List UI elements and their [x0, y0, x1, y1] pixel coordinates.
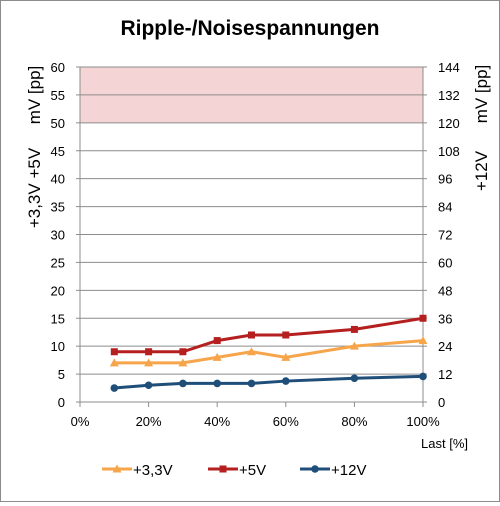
- y-right-tick-label: 132: [438, 88, 460, 103]
- series-33v: [109, 336, 428, 367]
- data-point-5v: [179, 348, 187, 356]
- y-left-tick-label: 55: [51, 88, 65, 103]
- y-right-tick-label: 0: [438, 395, 445, 410]
- data-point-33v: [109, 358, 119, 367]
- data-point-5v: [145, 348, 153, 356]
- data-point-5v: [419, 314, 427, 322]
- data-point-12v: [213, 379, 221, 388]
- legend-item-5v: +5V: [208, 462, 266, 479]
- y-left-tick-label: 20: [51, 283, 65, 298]
- x-tick-label: 40%: [204, 414, 230, 429]
- y-right-axis-title: +12V: [472, 150, 491, 191]
- y-right-tick-label: 84: [438, 200, 452, 215]
- data-point-5v: [350, 325, 358, 333]
- y-left-tick-label: 25: [51, 255, 65, 270]
- series-line-12v: [114, 374, 424, 390]
- series-5v: [110, 314, 427, 356]
- y-left-tick-label: 0: [58, 395, 65, 410]
- y-left-tick-label: 15: [51, 311, 65, 326]
- y-left-axis-title: +3,3V +5V: [25, 147, 44, 228]
- x-tick-label: 20%: [136, 414, 162, 429]
- y-left-tick-label: 50: [51, 116, 65, 131]
- data-point-5v: [110, 348, 118, 356]
- x-axis-title: Last [%]: [421, 436, 468, 451]
- y-right-tick-label: 60: [438, 255, 452, 270]
- legend-label: +12V: [331, 462, 366, 479]
- data-point-12v: [247, 379, 256, 388]
- y-left-tick-label: 30: [51, 228, 65, 243]
- legend-label: +5V: [239, 462, 266, 479]
- y-right-tick-label: 12: [438, 367, 452, 382]
- legend-swatch-marker: [311, 465, 319, 473]
- x-tick-label: 0%: [71, 414, 90, 429]
- y-right-tick-label: 120: [438, 116, 460, 131]
- data-point-12v: [419, 372, 427, 381]
- series-12v: [110, 372, 427, 392]
- data-point-12v: [179, 379, 187, 388]
- data-point-33v: [178, 358, 188, 367]
- data-point-12v: [350, 374, 359, 383]
- data-point-5v: [248, 331, 255, 339]
- legend-label: +3,3V: [133, 462, 173, 479]
- data-point-33v: [349, 341, 359, 350]
- y-right-tick-label: 96: [438, 172, 452, 187]
- legend-item-33v: +3,3V: [102, 462, 173, 479]
- data-point-12v: [110, 384, 119, 392]
- data-point-12v: [282, 377, 290, 385]
- legend: +3,3V +5V +12V: [102, 462, 366, 479]
- y-left-tick-label: 5: [58, 367, 65, 382]
- data-point-33v: [247, 347, 256, 356]
- data-point-33v: [212, 352, 222, 361]
- y-left-tick-label: 40: [51, 172, 65, 187]
- y-left-tick-label: 35: [51, 200, 65, 215]
- x-tick-label: 80%: [341, 414, 367, 429]
- data-point-33v: [144, 358, 154, 367]
- data-point-33v: [418, 336, 428, 345]
- y-left-tick-label: 45: [51, 144, 65, 159]
- series-line-33v: [114, 339, 424, 365]
- legend-swatch-marker: [219, 465, 227, 473]
- y-right-tick-label: 48: [438, 283, 452, 298]
- series-line-5v: [114, 316, 424, 354]
- x-tick-label: 100%: [406, 414, 440, 429]
- y-left-tick-label: 10: [51, 339, 65, 354]
- y-right-axis-unit: mV [pp]: [472, 65, 491, 124]
- y-right-tick-label: 108: [438, 144, 460, 159]
- data-point-33v: [281, 352, 291, 361]
- y-left-tick-label: 60: [51, 60, 65, 75]
- y-right-tick-label: 36: [438, 311, 452, 326]
- chart-title: Ripple-/Noisespannungen: [120, 17, 379, 40]
- data-point-5v: [282, 331, 290, 339]
- data-point-12v: [144, 381, 153, 390]
- y-right-tick-label: 24: [438, 339, 452, 354]
- legend-item-12v: +12V: [300, 462, 366, 479]
- y-right-tick-label: 72: [438, 228, 452, 243]
- legend-swatch-marker: [112, 464, 122, 473]
- y-right-tick-label: 144: [438, 60, 460, 75]
- y-left-axis-unit: mV [pp]: [25, 66, 44, 125]
- x-tick-label: 60%: [273, 414, 299, 429]
- data-point-5v: [213, 337, 221, 345]
